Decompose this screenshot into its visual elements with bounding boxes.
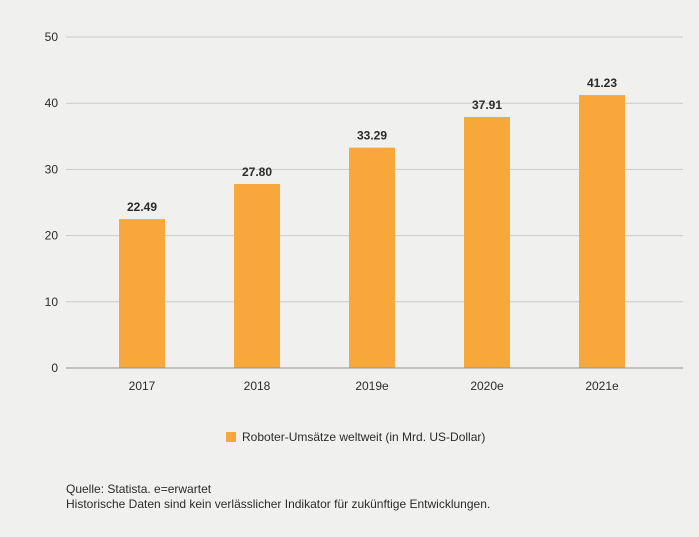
- disclaimer-note: Historische Daten sind kein verlässliche…: [66, 497, 491, 511]
- bar-chart: 0 10 20 30 40 50 22.49 27.80 33.29 37.91 41.23 20…: [45, 30, 683, 444]
- x-axis-category-labels: 2017 2018 2019e 2020e 2021e: [129, 379, 619, 393]
- legend: Roboter-Umsätze weltweit (in Mrd. US-Dol…: [226, 430, 485, 444]
- bar-2019e: [349, 147, 395, 368]
- bar-value-label: 22.49: [127, 200, 157, 214]
- y-tick-label: 40: [45, 96, 59, 110]
- bar-2017: [119, 219, 165, 368]
- y-tick-label: 30: [45, 162, 59, 176]
- bar-value-label: 33.29: [357, 129, 387, 143]
- source-note: Quelle: Statista. e=erwartet: [66, 482, 212, 496]
- y-tick-label: 50: [45, 30, 59, 44]
- bar-value-labels: 22.49 27.80 33.29 37.91 41.23: [127, 76, 617, 214]
- x-category-label: 2019e: [355, 379, 389, 393]
- bar-value-label: 41.23: [587, 76, 617, 90]
- legend-label: Roboter-Umsätze weltweit (in Mrd. US-Dol…: [242, 430, 485, 444]
- x-category-label: 2020e: [470, 379, 504, 393]
- x-category-label: 2017: [129, 379, 156, 393]
- x-category-label: 2021e: [585, 379, 619, 393]
- bar-2020e: [464, 117, 510, 368]
- y-axis-tick-labels: 0 10 20 30 40 50: [45, 30, 59, 375]
- y-tick-label: 0: [51, 361, 58, 375]
- chart-footer: Quelle: Statista. e=erwartet Historische…: [66, 482, 490, 512]
- bar-value-label: 27.80: [242, 165, 272, 179]
- legend-swatch: [226, 432, 236, 442]
- bar-2018: [234, 183, 280, 368]
- x-category-label: 2018: [244, 379, 271, 393]
- y-tick-label: 10: [45, 295, 59, 309]
- y-tick-label: 20: [45, 229, 59, 243]
- bars: [119, 95, 625, 368]
- bar-value-label: 37.91: [472, 98, 502, 112]
- bar-2021e: [579, 95, 625, 368]
